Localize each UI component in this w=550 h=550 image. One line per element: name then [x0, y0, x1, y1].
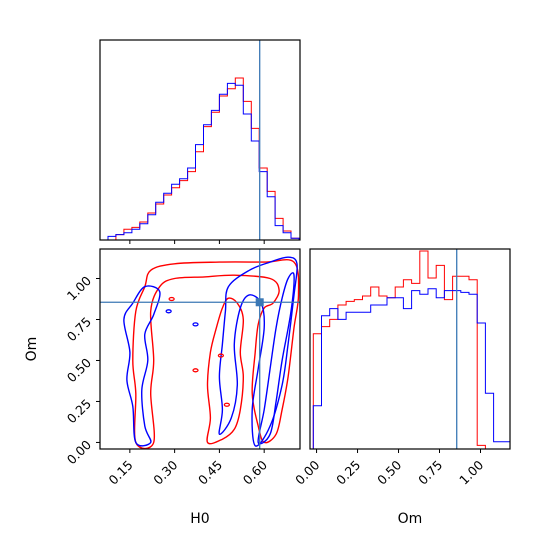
- hist-Om-series-run_b: [312, 288, 510, 449]
- y-tick-label-contour-H0-Om-2: 0.50: [64, 355, 94, 385]
- hist-H0-series-run_a: [100, 77, 300, 240]
- x-tick-label-contour-H0-Om-0: 0.15: [105, 457, 135, 487]
- contour-mark-run_a-0: [168, 296, 175, 302]
- truth-marker: [255, 298, 264, 307]
- y-tick-label-contour-H0-Om-4: 1.00: [64, 273, 94, 303]
- contour-run_a-1: [206, 297, 245, 445]
- hist-Om-series-run_a: [312, 250, 510, 449]
- x-tick-label-hist-Om-4: 1.00: [456, 457, 486, 487]
- x-tick-label-contour-H0-Om-1: 0.30: [150, 457, 180, 487]
- contour-run_b-3: [218, 256, 298, 447]
- frame-contour: [99, 248, 301, 450]
- hist-H0-series-run_b: [100, 82, 300, 240]
- panel-hist-Om: 0.00 0.25 0.50 0.75 1.00 Om: [292, 248, 511, 527]
- panel-contour-H0-Om: 0.15 0.30 0.45 0.60 0.00 0.25 0.50 0.75 1.00 H0 Om: [24, 248, 301, 527]
- frame-hist-H0: [99, 39, 301, 241]
- contour-run_b-2: [123, 285, 161, 447]
- x-tick-label-contour-H0-Om-3: 0.60: [240, 457, 270, 487]
- contour-mark-run_b-1: [165, 309, 172, 314]
- x-tick-label-hist-Om-1: 0.25: [333, 457, 363, 487]
- y-axis-label-contour-H0-Om: Om: [24, 337, 40, 362]
- panel-hist-H0: [99, 39, 301, 244]
- frame-hist-Om: [309, 248, 511, 450]
- contour-mark-run_a-3: [217, 353, 225, 358]
- y-tick-label-contour-H0-Om-3: 0.75: [64, 314, 94, 344]
- y-tick-label-contour-H0-Om-1: 0.25: [64, 396, 94, 426]
- contour-mark-run_b-2: [192, 322, 199, 327]
- x-axis-label-hist-Om: Om: [398, 511, 423, 527]
- x-tick-label-hist-Om-2: 0.50: [374, 457, 404, 487]
- contour-mark-run_a-5: [223, 402, 231, 407]
- contour-run_b-4: [257, 272, 295, 445]
- x-tick-label-hist-Om-0: 0.00: [292, 457, 322, 487]
- y-tick-label-contour-H0-Om-0: 0.00: [64, 437, 94, 467]
- contour-run_a-0: [132, 259, 300, 449]
- contour-mark-run_a-4: [192, 368, 199, 373]
- x-tick-label-hist-Om-3: 0.75: [415, 457, 445, 487]
- x-tick-label-contour-H0-Om-2: 0.45: [195, 457, 225, 487]
- x-axis-label-contour-H0-Om: H0: [190, 511, 209, 527]
